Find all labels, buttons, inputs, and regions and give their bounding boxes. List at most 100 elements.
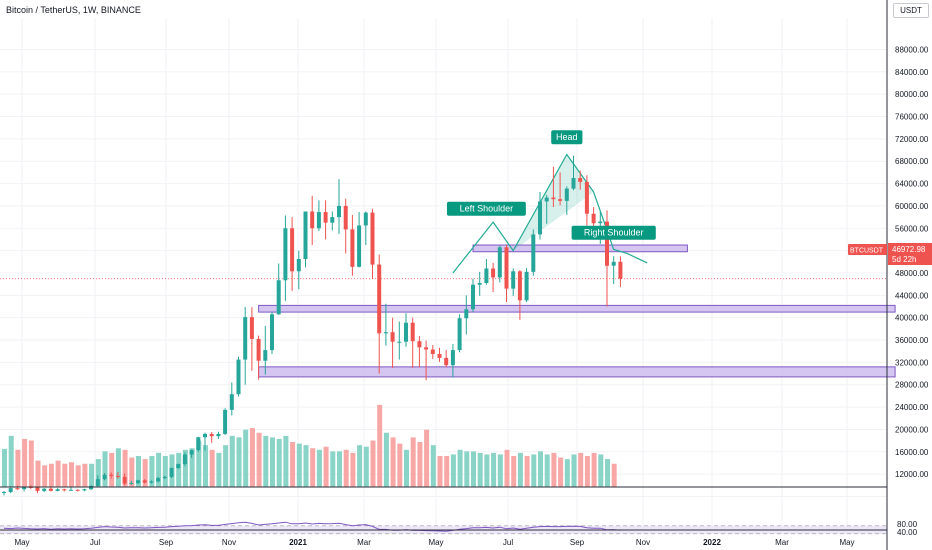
pattern-label: Left Shoulder <box>460 204 514 214</box>
pattern-label: Head <box>556 132 578 142</box>
candle <box>182 454 187 465</box>
candle <box>497 247 502 278</box>
rsi-tick-label: 80.00 <box>897 520 918 529</box>
y-tick-label: 24000.00 <box>895 403 929 412</box>
volume-bar <box>28 440 34 487</box>
volume-bar <box>484 454 490 487</box>
volume-bar <box>544 454 550 487</box>
candle <box>564 188 569 201</box>
volume-bar <box>363 446 369 487</box>
candle <box>524 271 529 301</box>
candle <box>531 234 536 272</box>
candle <box>8 488 13 493</box>
currency-button[interactable]: USDT <box>893 3 929 18</box>
volume-bar <box>176 452 182 487</box>
volume-bar <box>410 437 416 487</box>
volume-bar <box>296 443 302 487</box>
volume-bar <box>142 459 148 487</box>
volume-bar <box>283 435 289 487</box>
volume-bar <box>511 456 517 487</box>
candle <box>477 283 482 285</box>
volume-bar <box>149 456 155 487</box>
x-tick-label: Nov <box>636 538 650 547</box>
volume-bar <box>457 449 463 487</box>
volume-bar <box>417 442 423 487</box>
candle <box>357 225 362 267</box>
candle <box>491 268 496 278</box>
candle <box>209 433 214 437</box>
y-tick-label: 16000.00 <box>895 448 929 457</box>
candle <box>538 201 542 235</box>
y-tick-label: 76000.00 <box>895 113 929 122</box>
chart-title: Bitcoin / TetherUS, 1W, BINANCE <box>6 5 141 15</box>
x-tick-label: Jul <box>503 538 513 547</box>
volume-bar <box>591 452 597 487</box>
volume-bar <box>491 452 497 487</box>
y-tick-label: 44000.00 <box>895 291 929 300</box>
candle <box>370 212 375 265</box>
volume-bar <box>75 465 81 487</box>
volume-bar <box>323 446 329 487</box>
volume-bar <box>136 456 141 487</box>
candle <box>618 261 623 279</box>
volume-bar <box>8 435 14 487</box>
candle <box>48 488 53 491</box>
candle <box>169 467 174 477</box>
candle <box>270 314 274 351</box>
candle <box>243 317 248 360</box>
candle <box>236 359 241 395</box>
volume-bar <box>156 452 162 487</box>
rsi-line <box>3 521 621 532</box>
volume-bar <box>216 452 222 487</box>
support_zone_1 <box>258 304 896 313</box>
candle <box>484 268 489 284</box>
volume-bar <box>538 451 543 487</box>
candle <box>471 284 475 310</box>
candle <box>424 347 429 350</box>
pattern-label-bg <box>571 225 656 240</box>
x-tick-label: 2022 <box>703 538 721 547</box>
y-tick-label: 68000.00 <box>895 157 929 166</box>
y-tick-label: 40000.00 <box>895 314 929 323</box>
volume-bar <box>89 463 95 487</box>
volume-bar <box>189 448 195 487</box>
candle <box>149 481 154 483</box>
candle <box>22 486 27 490</box>
volume-bar <box>236 437 242 487</box>
volume-bar <box>69 462 74 487</box>
candle <box>162 476 167 479</box>
volume-bar <box>430 445 436 487</box>
candle <box>430 349 435 355</box>
volume-bar <box>330 451 336 487</box>
volume-bar <box>551 452 557 487</box>
candle <box>189 450 194 455</box>
candle <box>404 322 408 342</box>
candle <box>337 205 341 218</box>
x-tick-label: May <box>428 538 443 547</box>
candle <box>249 317 254 339</box>
candle <box>390 332 395 342</box>
y-tick-label: 32000.00 <box>895 358 929 367</box>
volume-bar <box>249 428 255 487</box>
candle <box>437 354 442 358</box>
volume-bar <box>303 445 309 487</box>
volume-bar <box>22 438 28 487</box>
volume-bar <box>558 457 564 487</box>
volume-bar <box>102 451 108 487</box>
candle <box>343 205 348 230</box>
volume-bar <box>316 449 322 487</box>
volume-bar <box>95 459 101 487</box>
candle <box>605 221 609 266</box>
x-tick-label: Nov <box>222 538 236 547</box>
candle <box>283 228 288 281</box>
volume-bar <box>270 437 275 487</box>
candle <box>82 489 87 491</box>
candle <box>383 332 388 334</box>
candle <box>450 350 455 366</box>
volume-bar <box>209 449 215 487</box>
volume-bar <box>122 449 128 487</box>
candle <box>591 213 596 224</box>
candle <box>316 212 321 229</box>
volume-bar <box>424 429 430 487</box>
